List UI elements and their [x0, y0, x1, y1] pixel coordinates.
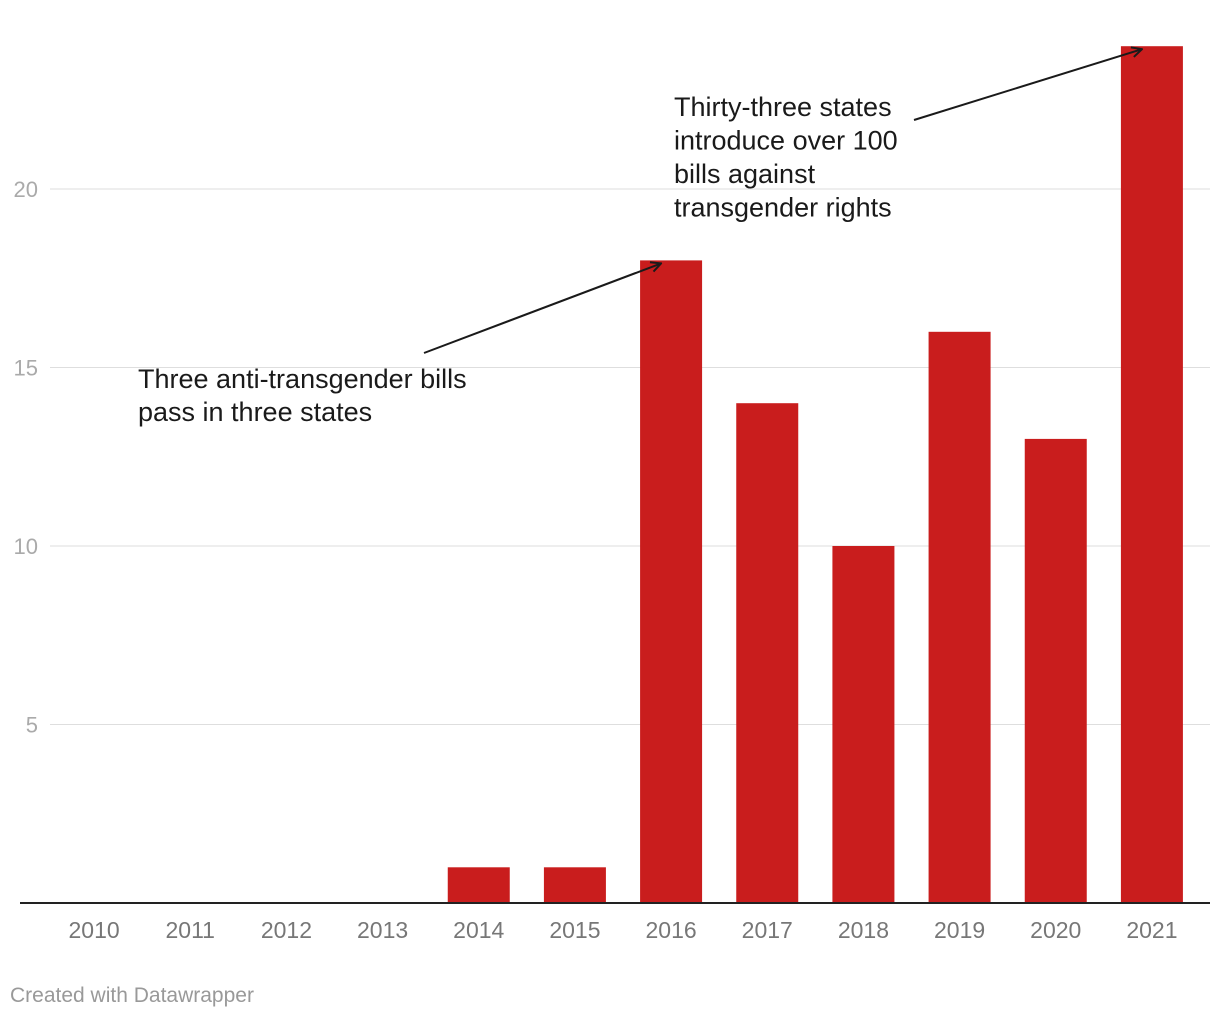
bar-2021 — [1120, 46, 1183, 903]
credit-text: Created with Datawrapper — [10, 984, 254, 1007]
x-tick-label: 2013 — [357, 917, 408, 943]
bar-2019 — [928, 331, 991, 903]
axes: 5 10 15 20 2010 2011 2012 2013 2014 2015 2016 2017 2… — [14, 177, 1210, 943]
bar-2020 — [1024, 438, 1087, 903]
annotation-line: Three anti-transgender bills — [138, 364, 467, 394]
annotation-2: Thirty-three states introduce over 100 bil… — [674, 49, 1142, 223]
x-tick-label: 2018 — [838, 917, 889, 943]
x-tick-label: 2015 — [549, 917, 600, 943]
annotation-line: introduce over 100 — [674, 126, 898, 156]
x-tick-label: 2011 — [166, 917, 215, 943]
annotation-arrow — [913, 49, 1142, 121]
annotation-text: Thirty-three states introduce over 100 bil… — [674, 92, 898, 223]
bar-2018 — [832, 546, 895, 903]
bar-2016 — [640, 260, 703, 903]
gridlines — [50, 188, 1210, 725]
y-tick-label: 20 — [14, 177, 38, 202]
bar-2014 — [447, 867, 510, 903]
x-tick-label: 2019 — [934, 917, 985, 943]
bar-2017 — [736, 403, 799, 903]
x-tick-label: 2020 — [1030, 917, 1081, 943]
annotation-line: bills against — [674, 159, 816, 189]
x-tick-label: 2014 — [453, 917, 504, 943]
x-tick-label: 2016 — [645, 917, 696, 943]
y-tick-label: 15 — [14, 356, 38, 381]
bar-2015 — [543, 867, 606, 903]
bars — [447, 46, 1183, 903]
y-tick-label: 5 — [26, 713, 38, 738]
y-tick-label: 10 — [14, 534, 38, 559]
annotation-line: pass in three states — [138, 397, 372, 427]
x-tick-label: 2012 — [261, 917, 312, 943]
annotation-line: transgender rights — [674, 193, 892, 223]
annotation-arrow — [423, 263, 661, 354]
x-tick-label: 2010 — [68, 917, 119, 943]
annotation-line: Thirty-three states — [674, 92, 892, 122]
annotations: Three anti-transgender bills pass in thre… — [138, 49, 1142, 427]
x-tick-label: 2017 — [742, 917, 793, 943]
x-tick-label: 2021 — [1126, 917, 1177, 943]
annotation-1: Three anti-transgender bills pass in thre… — [138, 263, 661, 427]
annotation-text: Three anti-transgender bills pass in thre… — [138, 364, 467, 427]
